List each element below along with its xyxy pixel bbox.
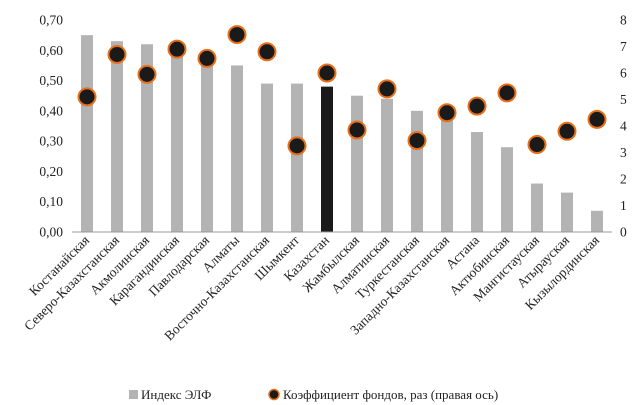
bar — [261, 83, 273, 232]
right-tick-label: 2 — [620, 172, 627, 187]
scatter-point — [407, 131, 427, 151]
right-axis-ticks: 0 1 2 3 4 5 6 7 8 — [620, 13, 627, 240]
scatter-point — [437, 103, 457, 123]
left-axis-ticks: 0,00 0,10 0,20 0,30 0,40 0,50 0,60 0,70 — [39, 13, 63, 240]
bar — [201, 56, 213, 232]
scatter-point — [527, 135, 547, 155]
scatter-point — [167, 39, 187, 59]
legend: Индекс ЭЛФ Коэффициент фондов, раз (прав… — [129, 387, 498, 402]
right-tick-label: 1 — [620, 198, 627, 213]
right-tick-label: 7 — [620, 39, 627, 54]
bar — [231, 65, 243, 232]
left-tick-label: 0,70 — [39, 13, 63, 28]
scatter-point — [107, 44, 127, 64]
bar — [351, 95, 363, 232]
legend-label-bar: Индекс ЭЛФ — [141, 387, 211, 402]
bar — [111, 41, 123, 233]
bar — [531, 183, 543, 232]
bar — [561, 192, 573, 232]
scatter-point — [77, 87, 97, 107]
scatter-point — [497, 83, 517, 103]
bar-series — [81, 35, 603, 233]
left-tick-label: 0,50 — [39, 73, 63, 88]
bar — [411, 110, 423, 232]
right-tick-label: 4 — [620, 119, 627, 134]
right-tick-label: 3 — [620, 145, 627, 160]
left-tick-label: 0,20 — [39, 164, 63, 179]
scatter-point — [137, 64, 157, 84]
bar — [471, 132, 483, 232]
category-labels: КостанайскаяСеверо-КазахстанскаяАкмолинс… — [21, 232, 602, 343]
scatter-point — [227, 25, 247, 45]
left-tick-label: 0,00 — [39, 225, 63, 240]
bar — [381, 98, 393, 232]
scatter-point — [347, 120, 367, 140]
bar — [501, 147, 513, 232]
bar — [81, 35, 93, 233]
bar — [591, 210, 603, 232]
left-tick-label: 0,10 — [39, 194, 63, 209]
left-tick-label: 0,30 — [39, 134, 63, 149]
right-tick-label: 8 — [620, 13, 627, 28]
scatter-point — [467, 96, 487, 116]
scatter-point — [587, 109, 607, 129]
legend-swatch-bar — [129, 390, 138, 399]
right-tick-label: 0 — [620, 225, 627, 240]
bar — [441, 116, 453, 232]
left-tick-label: 0,40 — [39, 103, 63, 118]
scatter-point — [287, 136, 307, 156]
bar — [141, 44, 153, 232]
scatter-point — [557, 121, 577, 141]
bar — [171, 53, 183, 232]
legend-label-point: Коэффициент фондов, раз (правая ось) — [283, 387, 498, 402]
bar — [291, 83, 303, 232]
legend-swatch-point — [268, 388, 280, 401]
right-tick-label: 5 — [620, 92, 627, 107]
scatter-point — [377, 79, 397, 99]
scatter-point — [197, 48, 217, 68]
scatter-series — [77, 25, 607, 156]
left-tick-label: 0,60 — [39, 43, 63, 58]
scatter-point — [257, 42, 277, 62]
scatter-point — [317, 63, 337, 83]
right-tick-label: 6 — [620, 66, 627, 81]
bar — [321, 86, 333, 232]
